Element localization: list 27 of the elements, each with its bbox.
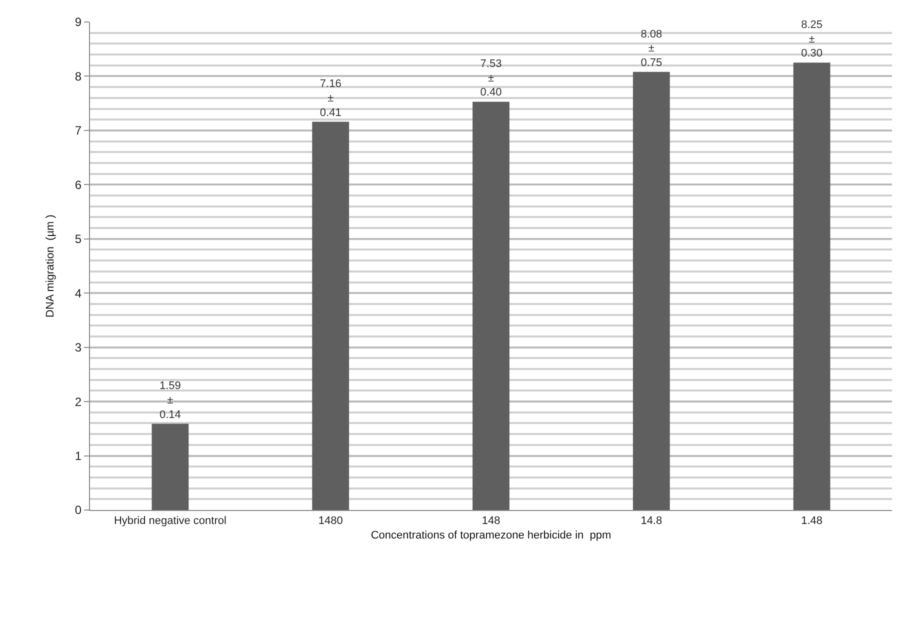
y-tick-label: 1 <box>74 448 82 463</box>
y-tick-label: 5 <box>74 232 82 246</box>
y-tick-label: 8 <box>74 69 82 84</box>
y-tick-label: 0 <box>74 503 82 518</box>
y-axis-title: DNA migration (µm ) <box>44 214 57 318</box>
data-label: 1.59 ± 0.14 <box>159 380 181 421</box>
y-tick-label: 3 <box>74 340 82 355</box>
y-tick-label: 7 <box>74 124 82 138</box>
y-tick-label: 6 <box>74 178 82 192</box>
y-tick-label: 9 <box>74 15 82 30</box>
data-label: 7.53 ± 0.40 <box>480 58 502 99</box>
y-tick-label: 2 <box>74 394 82 409</box>
bar <box>472 102 510 510</box>
x-tick-label: 1.48 <box>801 515 823 528</box>
data-label: 8.25 ± 0.30 <box>801 19 823 60</box>
bar <box>152 424 189 510</box>
bar <box>312 122 350 510</box>
x-tick-label: Hybrid negative control <box>114 515 226 528</box>
y-tick-label: 4 <box>74 286 82 300</box>
x-tick-label: 148 <box>482 515 500 528</box>
data-label: 8.08 ± 0.75 <box>640 28 662 69</box>
x-tick-label: 14.8 <box>640 515 662 528</box>
bar <box>632 72 670 510</box>
data-label: 7.16 ± 0.41 <box>320 78 342 119</box>
x-tick-label: 1480 <box>318 515 343 528</box>
x-axis-title: Concentrations of topramezone herbicide in ppm <box>370 529 612 542</box>
bar <box>793 62 830 510</box>
